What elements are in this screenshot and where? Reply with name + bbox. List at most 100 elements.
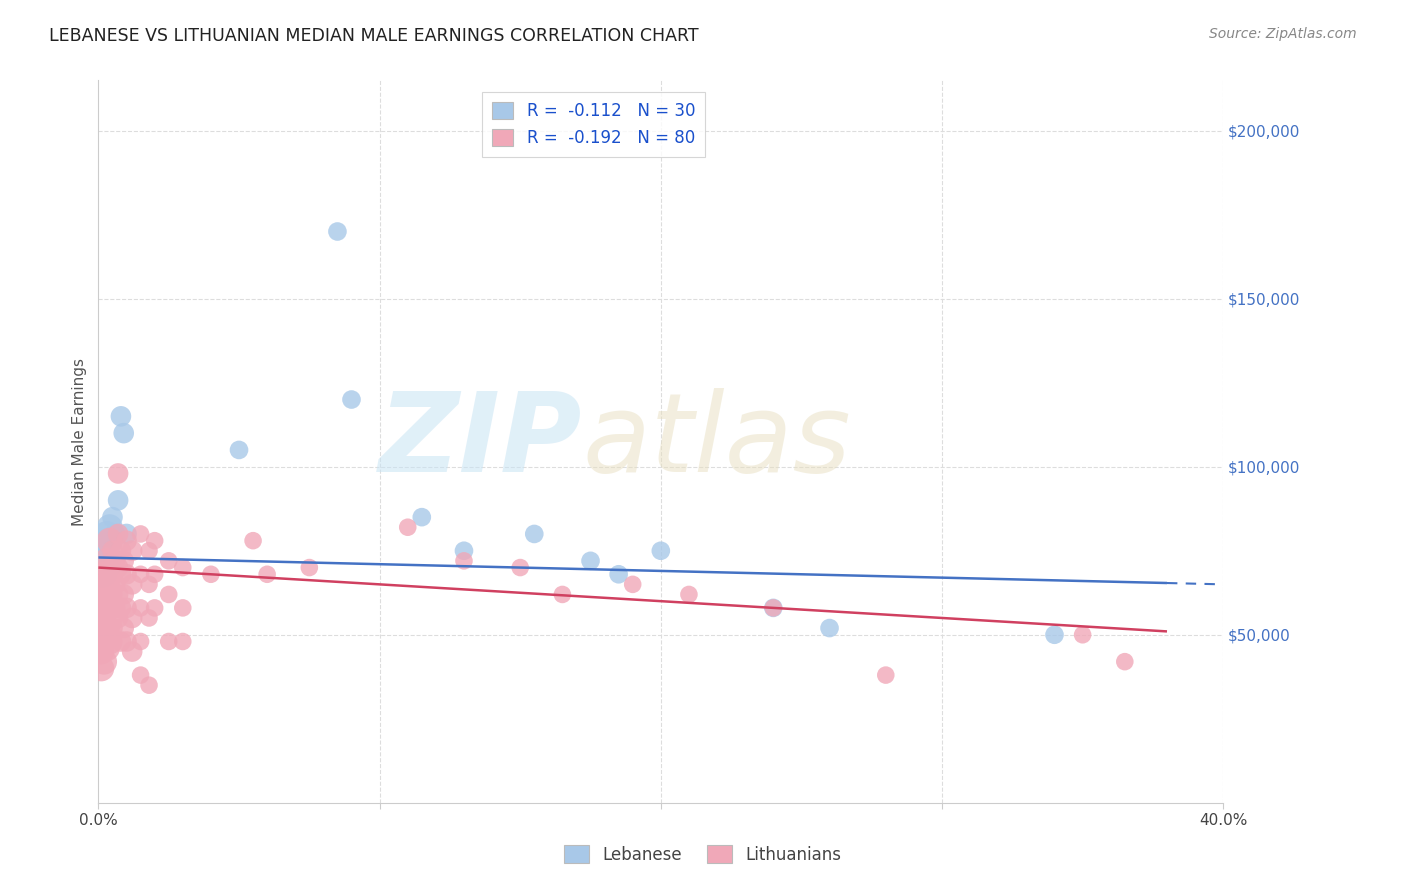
Point	[453, 543, 475, 558]
Point	[104, 577, 127, 591]
Point	[98, 533, 121, 548]
Point	[107, 527, 129, 541]
Point	[200, 567, 222, 582]
Point	[1114, 655, 1136, 669]
Point	[98, 520, 121, 534]
Point	[101, 533, 124, 548]
Point	[157, 634, 180, 648]
Point	[104, 527, 127, 541]
Point	[129, 527, 152, 541]
Point	[98, 611, 121, 625]
Point	[818, 621, 841, 635]
Point	[98, 634, 121, 648]
Point	[101, 543, 124, 558]
Point	[129, 668, 152, 682]
Legend: R =  -0.112   N = 30, R =  -0.192   N = 80: R = -0.112 N = 30, R = -0.192 N = 80	[482, 92, 704, 157]
Point	[121, 577, 143, 591]
Point	[157, 554, 180, 568]
Point	[129, 600, 152, 615]
Point	[96, 621, 118, 635]
Point	[172, 634, 194, 648]
Point	[104, 554, 127, 568]
Point	[298, 560, 321, 574]
Point	[143, 600, 166, 615]
Point	[621, 577, 644, 591]
Point	[112, 554, 135, 568]
Point	[138, 678, 160, 692]
Point	[93, 600, 115, 615]
Point	[138, 543, 160, 558]
Point	[110, 634, 132, 648]
Point	[93, 621, 115, 635]
Point	[762, 600, 785, 615]
Point	[157, 587, 180, 601]
Point	[93, 567, 115, 582]
Point	[96, 641, 118, 656]
Point	[523, 527, 546, 541]
Point	[129, 567, 152, 582]
Point	[101, 567, 124, 582]
Point	[172, 560, 194, 574]
Point	[93, 634, 115, 648]
Point	[90, 567, 112, 582]
Point	[326, 225, 349, 239]
Point	[242, 533, 264, 548]
Point	[101, 621, 124, 635]
Point	[121, 644, 143, 658]
Point	[129, 634, 152, 648]
Point	[90, 560, 112, 574]
Point	[110, 543, 132, 558]
Point	[90, 594, 112, 608]
Point	[875, 668, 897, 682]
Point	[1043, 628, 1066, 642]
Point	[98, 560, 121, 574]
Point	[579, 554, 602, 568]
Legend: Lebanese, Lithuanians: Lebanese, Lithuanians	[558, 838, 848, 871]
Point	[256, 567, 278, 582]
Point	[107, 467, 129, 481]
Point	[115, 533, 138, 548]
Point	[98, 587, 121, 601]
Point	[104, 600, 127, 615]
Point	[411, 510, 433, 524]
Point	[96, 577, 118, 591]
Point	[96, 543, 118, 558]
Point	[115, 600, 138, 615]
Point	[110, 567, 132, 582]
Point	[115, 567, 138, 582]
Point	[90, 611, 112, 625]
Point	[453, 554, 475, 568]
Point	[143, 567, 166, 582]
Point	[678, 587, 700, 601]
Point	[96, 560, 118, 574]
Point	[107, 560, 129, 574]
Point	[112, 587, 135, 601]
Point	[107, 611, 129, 625]
Y-axis label: Median Male Earnings: Median Male Earnings	[72, 358, 87, 525]
Text: ZIP: ZIP	[378, 388, 582, 495]
Text: LEBANESE VS LITHUANIAN MEDIAN MALE EARNINGS CORRELATION CHART: LEBANESE VS LITHUANIAN MEDIAN MALE EARNI…	[49, 27, 699, 45]
Point	[115, 527, 138, 541]
Point	[115, 634, 138, 648]
Point	[110, 409, 132, 424]
Point	[110, 600, 132, 615]
Point	[396, 520, 419, 534]
Point	[112, 426, 135, 441]
Text: Source: ZipAtlas.com: Source: ZipAtlas.com	[1209, 27, 1357, 41]
Point	[228, 442, 250, 457]
Point	[98, 533, 121, 548]
Point	[90, 644, 112, 658]
Point	[107, 587, 129, 601]
Point	[138, 577, 160, 591]
Point	[90, 577, 112, 591]
Point	[340, 392, 363, 407]
Point	[509, 560, 531, 574]
Point	[96, 527, 118, 541]
Point	[121, 543, 143, 558]
Point	[607, 567, 630, 582]
Point	[143, 533, 166, 548]
Point	[1071, 628, 1094, 642]
Point	[551, 587, 574, 601]
Point	[90, 554, 112, 568]
Point	[650, 543, 672, 558]
